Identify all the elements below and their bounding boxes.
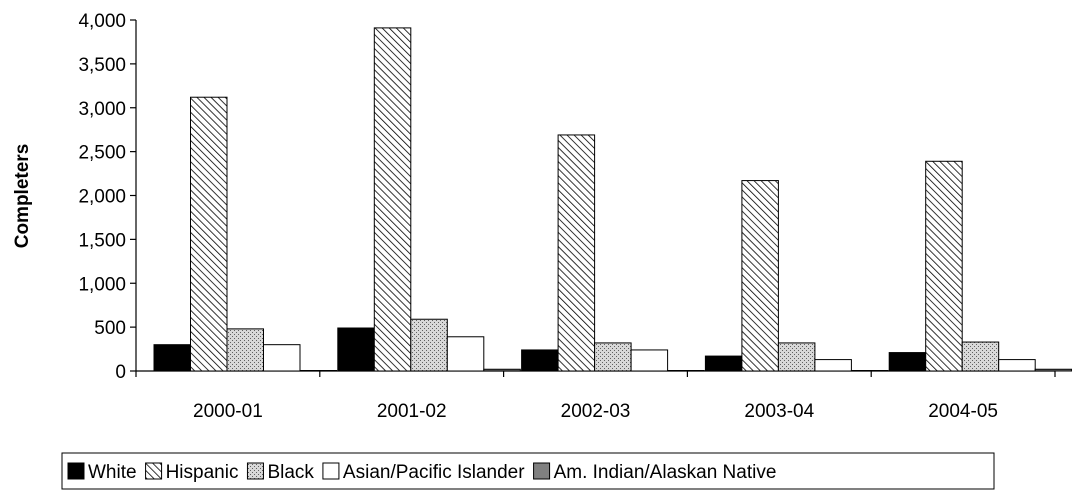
- y-tick-label: 1,000: [78, 274, 126, 295]
- bar-am-indian-alaskan-native-2002-03: [667, 370, 705, 372]
- bar-am-indian-alaskan-native-2001-02: [483, 368, 521, 372]
- x-tick-label: 2003-04: [744, 401, 814, 422]
- legend-box: [61, 452, 995, 490]
- y-tick-label: 3,500: [78, 55, 126, 76]
- legend-label: Am. Indian/Alaskan Native: [554, 462, 777, 483]
- x-tick-label: 2004-05: [928, 401, 998, 422]
- y-tick-label: 2,500: [78, 143, 126, 164]
- bar-hispanic-2003-04: [741, 180, 779, 372]
- bar-black-2000-01: [226, 328, 264, 372]
- x-tick-label: 2002-03: [561, 401, 631, 422]
- bar-white-2000-01: [153, 344, 191, 372]
- bar-asian-pacific-islander-2001-02: [446, 336, 485, 372]
- legend-swatch: [145, 462, 163, 480]
- bar-white-2004-05: [888, 352, 927, 372]
- bar-hispanic-2001-02: [373, 27, 412, 372]
- legend-label: Asian/Pacific Islander: [343, 462, 525, 483]
- x-tick-label: 2001-02: [377, 401, 447, 422]
- bar-white-2002-03: [521, 349, 559, 372]
- bar-am-indian-alaskan-native-2000-01: [299, 370, 337, 372]
- y-axis-title: Completers: [12, 144, 33, 249]
- bar-asian-pacific-islander-2002-03: [630, 349, 669, 372]
- legend-swatch: [246, 462, 264, 480]
- bar-white-2001-02: [337, 327, 375, 372]
- legend-swatch: [533, 462, 551, 480]
- bar-am-indian-alaskan-native-2004-05: [1034, 368, 1072, 372]
- legend-label: Hispanic: [166, 462, 239, 483]
- legend-swatch: [67, 462, 85, 480]
- bar-black-2002-03: [594, 342, 632, 372]
- y-tick-label: 2,000: [78, 187, 126, 208]
- y-tick-label: 0: [115, 362, 126, 383]
- bar-black-2001-02: [410, 318, 448, 372]
- y-tick-label: 500: [94, 318, 126, 339]
- bar-black-2003-04: [777, 342, 816, 372]
- legend-label: White: [88, 462, 137, 483]
- y-tick-label: 1,500: [78, 230, 126, 251]
- bar-asian-pacific-islander-2003-04: [814, 359, 852, 372]
- bar-asian-pacific-islander-2000-01: [263, 344, 301, 372]
- bar-white-2003-04: [704, 355, 743, 372]
- y-tick-label: 3,000: [78, 99, 126, 120]
- bar-hispanic-2002-03: [557, 134, 596, 372]
- legend-swatch: [322, 462, 340, 480]
- legend-label: Black: [267, 462, 314, 483]
- bar-asian-pacific-islander-2004-05: [998, 359, 1036, 372]
- bar-hispanic-2004-05: [925, 160, 963, 372]
- x-tick-label: 2000-01: [193, 401, 263, 422]
- y-tick-label: 4,000: [78, 11, 126, 32]
- bar-am-indian-alaskan-native-2003-04: [850, 370, 889, 372]
- bar-hispanic-2000-01: [190, 96, 228, 372]
- bar-black-2004-05: [961, 341, 1000, 372]
